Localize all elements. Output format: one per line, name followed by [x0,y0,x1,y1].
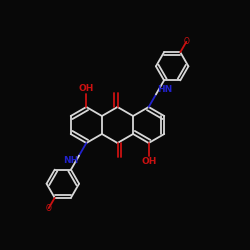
Text: O: O [183,37,189,46]
Text: O: O [46,204,52,213]
Text: OH: OH [78,84,94,93]
Text: OH: OH [142,157,157,166]
Text: HN: HN [157,85,172,94]
Text: NH: NH [63,156,78,165]
